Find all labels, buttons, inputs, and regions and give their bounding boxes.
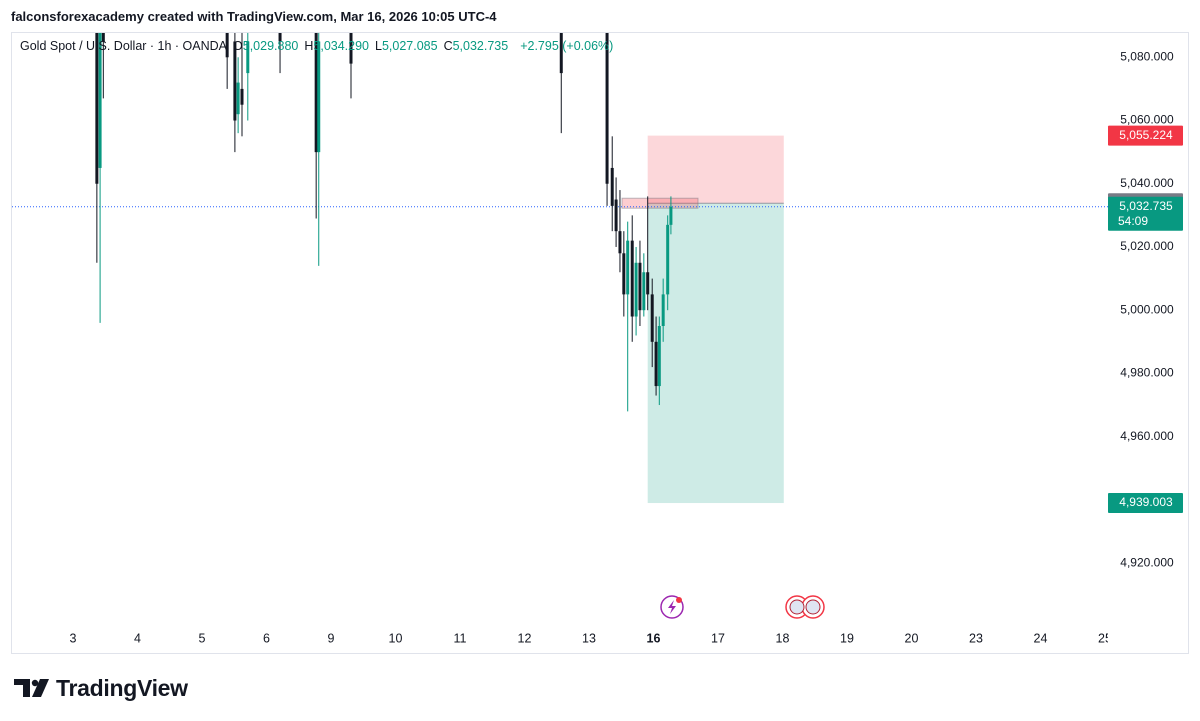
price-badge: [1108, 493, 1183, 514]
change: +2.795 (+0.06%): [520, 39, 614, 53]
logo-shape: [31, 679, 39, 687]
ohlc-values: O5,029.880 H5,034.290 L5,027.085 C5,032.735: [233, 39, 514, 53]
x-tick-label: 16: [647, 631, 661, 645]
flag: [789, 599, 805, 615]
candle-body: [626, 240, 630, 295]
x-tick-label: 24: [1034, 631, 1048, 645]
x-tick-label: 4: [134, 631, 141, 645]
y-tick-label: 4,920.000: [1120, 555, 1174, 569]
x-tick-label: 3: [70, 631, 77, 645]
candle-body: [236, 82, 240, 115]
candle-body: [225, 33, 229, 58]
candle-body: [98, 33, 102, 168]
x-tick-label: 20: [905, 631, 919, 645]
candle-body: [657, 326, 661, 387]
symbol-title[interactable]: Gold Spot / U.S. Dollar · 1h · OANDA: [20, 39, 228, 53]
logo-shape: [14, 679, 30, 697]
price-badge-label: 5,055.224: [1119, 128, 1173, 142]
time-axis: 3 4 5 6 9 10 11 12 13 16 17 18 19 20 23 24 25: [70, 631, 1112, 645]
x-tick-label: 10: [389, 631, 403, 645]
price-badge-label: 4,939.003: [1119, 495, 1173, 509]
plot-area: [12, 33, 1108, 504]
candle-body: [233, 41, 237, 121]
candle-body: [614, 199, 618, 232]
candle-body: [622, 253, 626, 295]
header: falconsforexacademy created with Trading…: [11, 9, 497, 24]
y-tick-label: 5,000.000: [1120, 302, 1174, 316]
ohlc-value: 5,032.735: [452, 39, 509, 53]
target-zone: [647, 203, 784, 504]
y-tick-label: 5,040.000: [1120, 176, 1174, 190]
candle-body: [101, 33, 105, 42]
x-tick-label: 12: [518, 631, 532, 645]
ohlc-key: H: [304, 39, 314, 53]
candle-body: [654, 341, 658, 387]
price-badge-label: 5,032.735: [1119, 199, 1173, 213]
x-tick-label: 18: [776, 631, 790, 645]
x-tick-label: 23: [969, 631, 983, 645]
y-tick-label: 5,060.000: [1120, 113, 1174, 127]
x-tick-label: 25: [1098, 631, 1112, 645]
event-dot: [676, 597, 682, 603]
event-bolt: [668, 600, 676, 614]
candle-body: [610, 167, 614, 206]
candle-body: [661, 294, 665, 326]
candle-body: [669, 206, 673, 225]
stop-zone: [647, 135, 784, 204]
candle-body: [605, 33, 609, 184]
candle-body: [278, 33, 282, 42]
x-tick-label: 9: [328, 631, 335, 645]
candle-body: [634, 262, 638, 317]
price-badge: [1108, 196, 1183, 231]
x-tick-label: 11: [454, 631, 467, 645]
logo[interactable]: TradingView: [56, 675, 188, 701]
candle-body: [95, 33, 99, 184]
candle-body: [559, 33, 563, 74]
event-icons: [660, 595, 825, 619]
entry-highlight: [621, 197, 699, 209]
candle-body: [630, 240, 634, 317]
candle-body: [246, 41, 250, 74]
logo-icon: [14, 679, 49, 697]
candle-body: [314, 33, 318, 153]
x-tick-label: 6: [263, 631, 270, 645]
y-tick-label: 5,020.000: [1120, 239, 1174, 253]
candle-body: [642, 272, 646, 311]
countdown: 54:09: [1118, 214, 1148, 228]
legend: Gold Spot / U.S. Dollar · 1h · OANDA O5,…: [20, 39, 613, 53]
ohlc-value: 5,034.290: [313, 39, 369, 53]
ohlc-value: 5,027.085: [381, 39, 438, 53]
candle-body: [646, 272, 650, 295]
candle-body: [666, 224, 670, 295]
candle-body: [349, 33, 353, 64]
flag: [805, 599, 821, 615]
ohlc-key: O: [233, 39, 243, 53]
candle-body: [650, 294, 654, 342]
price-badge: [1108, 125, 1183, 146]
x-tick-label: 5: [199, 631, 206, 645]
candle-body: [240, 88, 244, 105]
logo-shape: [32, 679, 49, 697]
pane-border: [11, 32, 1189, 654]
ohlc-value: 5,029.880: [242, 39, 299, 53]
candle-body: [317, 41, 321, 153]
x-tick-label: 19: [840, 631, 854, 645]
candle-body: [618, 231, 622, 254]
ohlc-key: C: [443, 39, 453, 53]
x-tick-label: 17: [711, 631, 725, 645]
ohlc-key: L: [375, 39, 382, 53]
x-tick-label: 13: [582, 631, 596, 645]
y-tick-label: 4,960.000: [1120, 429, 1174, 443]
y-tick-label: 4,980.000: [1120, 366, 1174, 380]
candle-body: [638, 262, 642, 311]
y-tick-label: 5,080.000: [1120, 49, 1174, 63]
